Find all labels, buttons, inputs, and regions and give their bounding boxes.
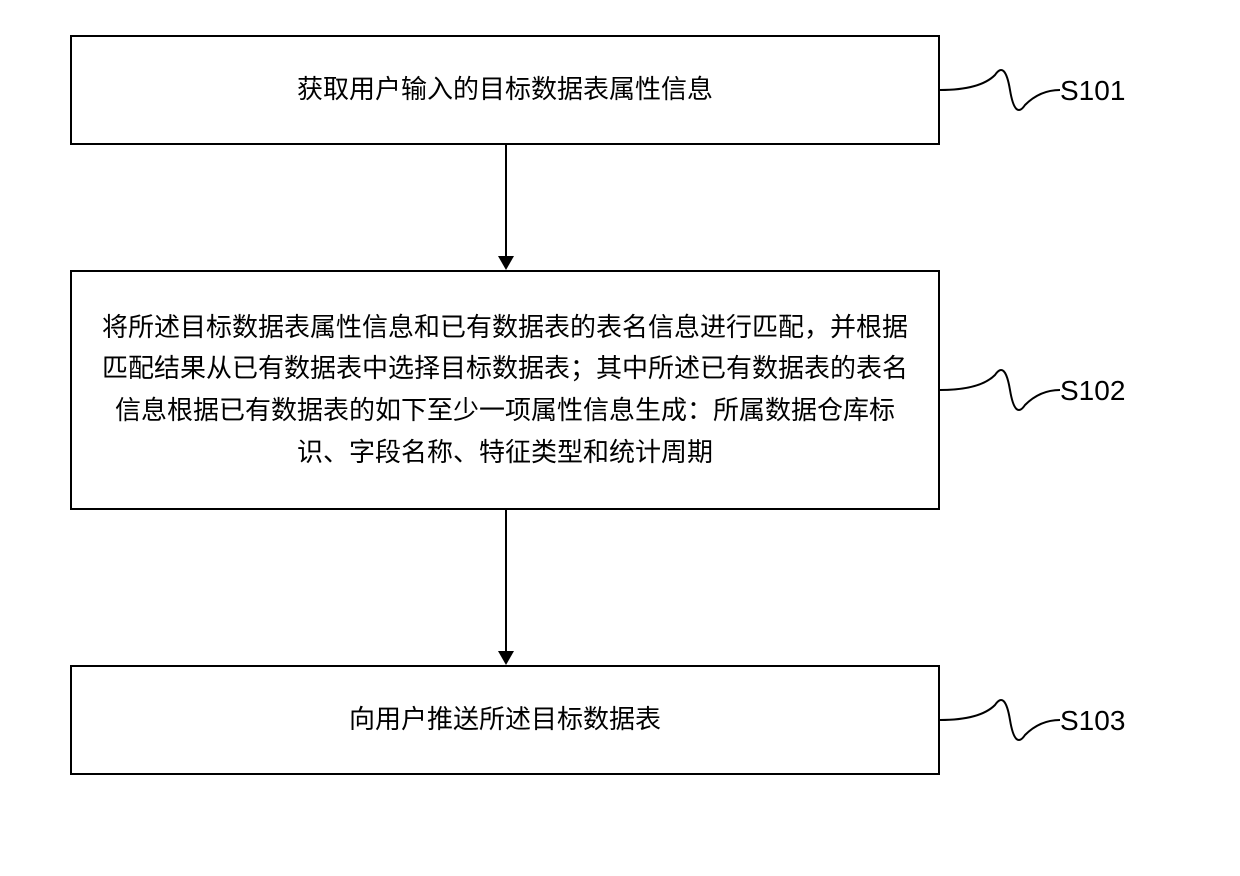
step-3-label: S103: [1060, 705, 1125, 737]
flowchart-container: 获取用户输入的目标数据表属性信息 S101 将所述目标数据表属性信息和已有数据表…: [0, 0, 1240, 876]
flowchart-step-1: 获取用户输入的目标数据表属性信息: [70, 35, 940, 145]
step-2-label: S102: [1060, 375, 1125, 407]
step-2-text: 将所述目标数据表属性信息和已有数据表的表名信息进行匹配，并根据匹配结果从已有数据…: [92, 307, 918, 473]
flowchart-step-2: 将所述目标数据表属性信息和已有数据表的表名信息进行匹配，并根据匹配结果从已有数据…: [70, 270, 940, 510]
flowchart-step-3: 向用户推送所述目标数据表: [70, 665, 940, 775]
step-3-text: 向用户推送所述目标数据表: [349, 699, 661, 741]
step-1-label: S101: [1060, 75, 1125, 107]
bracket-connector-1: [940, 60, 1060, 120]
step-1-text: 获取用户输入的目标数据表属性信息: [297, 69, 713, 111]
arrow-1: [505, 145, 507, 270]
arrow-2: [505, 510, 507, 665]
bracket-connector-3: [940, 690, 1060, 750]
bracket-connector-2: [940, 360, 1060, 420]
